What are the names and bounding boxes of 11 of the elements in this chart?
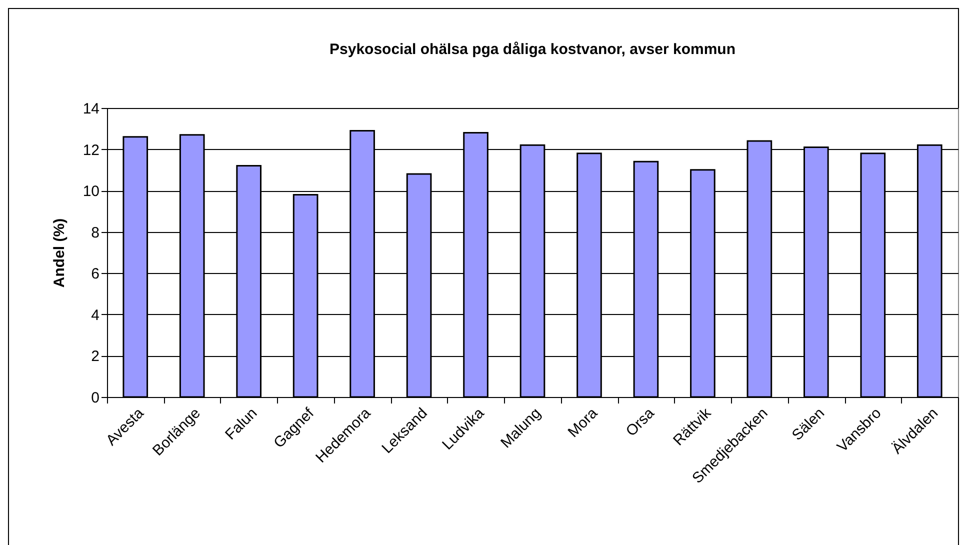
chart-title: Psykosocial ohälsa pga dåliga kostvanor, avser kommun [330, 41, 736, 58]
y-tick-label: 4 [91, 306, 100, 324]
x-tick-label: Orsa [622, 404, 658, 440]
y-tick-label: 6 [91, 266, 100, 283]
y-tick-label: 10 [82, 183, 100, 200]
y-tick-label: 0 [91, 390, 100, 406]
y-tick-label: 2 [91, 348, 100, 366]
y-tick-label: 12 [82, 142, 100, 159]
y-axis-title: Andel (%) [50, 218, 68, 288]
y-tick-label: 8 [91, 224, 100, 242]
y-tick-label: 14 [82, 100, 100, 118]
